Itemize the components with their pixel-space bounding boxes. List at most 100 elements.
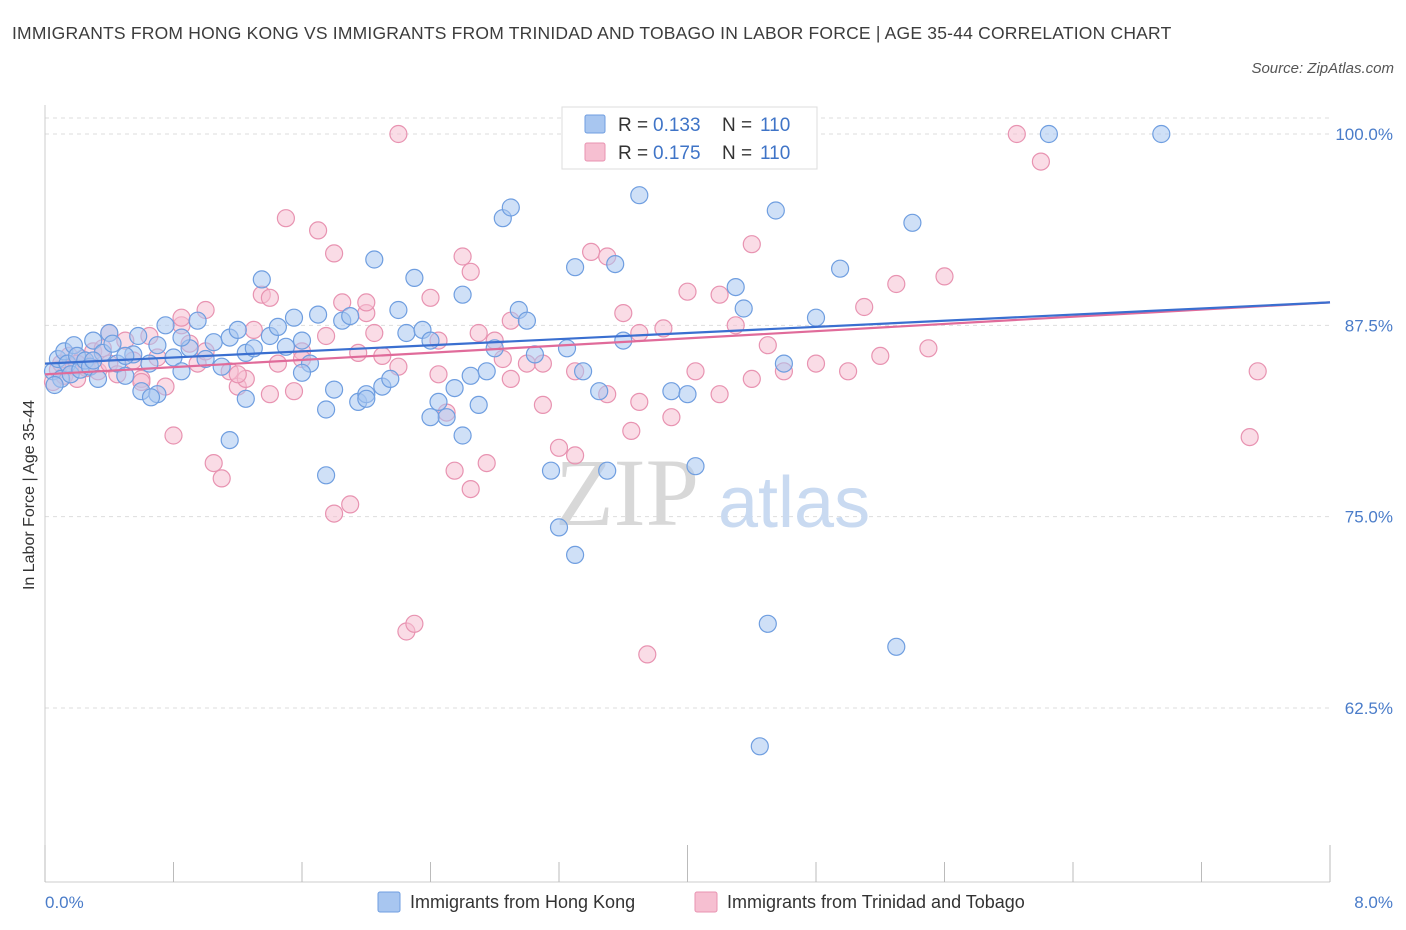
data-point bbox=[228, 365, 247, 384]
data-point bbox=[758, 614, 777, 633]
data-point bbox=[662, 382, 681, 401]
data-point bbox=[565, 258, 585, 277]
data-point bbox=[461, 480, 480, 499]
data-point bbox=[405, 614, 424, 633]
legend-n-value-blue: 110 bbox=[760, 115, 790, 136]
bottom-legend-label-blue: Immigrants from Hong Kong bbox=[410, 892, 635, 912]
data-point bbox=[565, 446, 585, 465]
data-point bbox=[871, 346, 890, 365]
data-point bbox=[573, 362, 593, 381]
legend-r-label-pink: R = bbox=[618, 143, 648, 164]
pink-series-points bbox=[43, 124, 1267, 664]
data-point bbox=[726, 278, 745, 297]
data-point bbox=[461, 262, 480, 281]
blue-series-points bbox=[43, 124, 1171, 756]
data-point bbox=[806, 308, 826, 327]
data-point bbox=[276, 209, 295, 228]
data-point bbox=[260, 385, 279, 404]
data-point bbox=[766, 201, 785, 220]
data-point bbox=[557, 339, 577, 358]
data-point bbox=[453, 247, 472, 266]
data-point bbox=[525, 345, 545, 364]
legend-swatch-pink bbox=[584, 142, 606, 162]
data-point bbox=[212, 357, 231, 376]
data-point bbox=[333, 293, 352, 312]
data-point bbox=[103, 334, 122, 353]
data-point bbox=[549, 518, 569, 537]
data-point bbox=[887, 274, 906, 294]
y-tick-labels: 62.5% 75.0% 87.5% 100.0% bbox=[1335, 125, 1393, 718]
data-point bbox=[228, 320, 247, 339]
data-point bbox=[533, 395, 553, 414]
legend-n-value-pink: 110 bbox=[760, 143, 790, 164]
data-point bbox=[45, 375, 64, 395]
data-point bbox=[445, 461, 464, 480]
data-point bbox=[630, 186, 649, 205]
data-point bbox=[630, 392, 649, 411]
data-point bbox=[421, 288, 440, 307]
data-point bbox=[710, 385, 729, 404]
data-point bbox=[734, 299, 753, 318]
data-point bbox=[806, 354, 826, 373]
trend-line-pink bbox=[44, 301, 1331, 376]
data-point bbox=[116, 366, 135, 385]
data-point bbox=[919, 339, 938, 358]
data-point bbox=[260, 288, 279, 307]
data-point bbox=[622, 421, 641, 440]
data-point bbox=[501, 369, 520, 388]
data-point bbox=[268, 354, 287, 373]
y-tick-label: 100.0% bbox=[1335, 125, 1393, 144]
data-point bbox=[830, 259, 850, 278]
data-point bbox=[461, 366, 480, 385]
data-point bbox=[477, 362, 496, 381]
data-point bbox=[116, 346, 135, 365]
data-point bbox=[453, 426, 472, 445]
legend-n-label-pink: N = bbox=[722, 143, 752, 164]
bottom-legend-label-pink: Immigrants from Trinidad and Tobago bbox=[727, 892, 1025, 912]
legend-swatch-blue bbox=[584, 114, 606, 134]
data-point bbox=[325, 244, 344, 263]
data-point bbox=[581, 242, 601, 261]
data-point bbox=[774, 354, 794, 373]
x-tick-label-max: 8.0% bbox=[1354, 893, 1393, 912]
data-point bbox=[838, 362, 858, 381]
data-point bbox=[268, 317, 287, 336]
trend-line-blue bbox=[44, 301, 1331, 365]
data-point bbox=[477, 454, 496, 473]
data-point bbox=[309, 221, 328, 240]
bottom-legend-swatch-blue bbox=[377, 891, 401, 913]
data-point bbox=[686, 457, 705, 476]
data-point bbox=[445, 379, 464, 398]
bottom-legend-swatch-pink bbox=[694, 891, 718, 913]
data-point bbox=[284, 308, 304, 327]
data-point bbox=[325, 504, 344, 523]
data-point bbox=[365, 323, 384, 343]
data-point bbox=[389, 300, 408, 320]
data-point bbox=[517, 311, 537, 330]
data-point bbox=[357, 389, 376, 408]
data-point bbox=[341, 495, 360, 514]
data-point bbox=[742, 369, 761, 388]
data-point bbox=[365, 250, 384, 269]
data-point bbox=[758, 336, 777, 355]
data-point bbox=[284, 382, 304, 401]
data-point bbox=[1031, 152, 1051, 171]
data-point bbox=[421, 408, 440, 427]
data-point bbox=[292, 331, 312, 350]
data-point bbox=[204, 333, 223, 352]
series-legend: Immigrants from Hong Kong Immigrants fro… bbox=[377, 891, 1025, 913]
data-point bbox=[549, 438, 569, 457]
data-point bbox=[317, 466, 336, 485]
data-point bbox=[141, 388, 161, 407]
data-point bbox=[309, 305, 328, 324]
data-point bbox=[1248, 362, 1267, 381]
data-point bbox=[638, 645, 657, 664]
data-point bbox=[317, 400, 336, 419]
data-point bbox=[678, 282, 697, 301]
watermark-atlas: atlas bbox=[718, 463, 870, 543]
data-point bbox=[437, 408, 456, 427]
grid-lines bbox=[45, 117, 1330, 709]
data-point bbox=[349, 343, 368, 362]
legend-r-value-blue: 0.133 bbox=[653, 115, 701, 136]
legend-r-label-blue: R = bbox=[618, 115, 648, 136]
